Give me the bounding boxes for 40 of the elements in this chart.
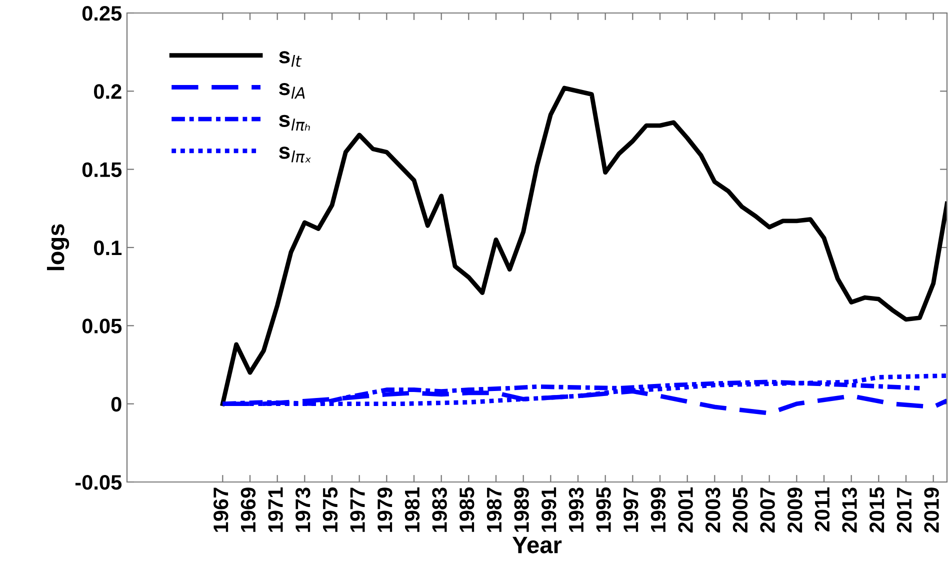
- x-tick-label: 1977: [350, 488, 365, 532]
- x-tick-label: 2005: [732, 487, 748, 532]
- x-tick-label: 1991: [542, 487, 556, 532]
- y-tick-label: 0.25: [82, 6, 122, 21]
- y-tick-label: 0.2: [94, 84, 122, 99]
- y-tick-label: 0.1: [94, 240, 122, 256]
- x-tick-label: 1983: [432, 488, 447, 532]
- x-tick-label: 1987: [486, 488, 502, 532]
- x-tick-label: 2015: [870, 487, 884, 532]
- x-tick-label: 1993: [568, 488, 584, 532]
- x-tick-label: 1973: [296, 488, 310, 532]
- legend-label: s$_{lt}$: [279, 51, 302, 67]
- x-tick-label: 1971: [268, 487, 283, 532]
- x-tick-label: 2007: [760, 488, 775, 532]
- y-tick-label: 0.05: [82, 318, 122, 334]
- x-tick-label: 1989: [514, 488, 529, 532]
- legend-label: s$_{lA}$: [279, 83, 305, 99]
- x-tick-label: 2013: [842, 488, 857, 532]
- x-tick-label: 2001: [678, 487, 693, 532]
- y-tick-label: -0.05: [75, 475, 122, 490]
- x-tick-label: 2017: [896, 488, 912, 532]
- x-tick-label: 2019: [924, 488, 939, 532]
- x-axis-title: Year: [512, 536, 562, 554]
- legend-label: s$_{lπₓ}$: [279, 146, 311, 163]
- legend-label: s$_{lπₕ}$: [279, 114, 310, 131]
- y-axis-title: logs: [46, 224, 70, 270]
- x-tick-label: 2011: [814, 487, 830, 532]
- x-tick-label: 1979: [378, 488, 392, 532]
- x-tick-label: 2009: [788, 488, 802, 532]
- x-tick-label: 1969: [240, 488, 256, 532]
- x-tick-label: 1967: [214, 488, 228, 532]
- x-tick-label: 1995: [596, 487, 611, 532]
- x-tick-label: 2003: [706, 488, 720, 532]
- y-tick-label: 0: [111, 396, 122, 412]
- x-tick-label: 1981: [404, 487, 420, 532]
- x-tick-label: 1997: [624, 488, 638, 532]
- x-tick-label: 1985: [460, 487, 474, 532]
- x-tick-label: 1975: [322, 487, 338, 532]
- x-tick-label: 1999: [650, 488, 666, 532]
- y-tick-label: 0.15: [82, 162, 122, 178]
